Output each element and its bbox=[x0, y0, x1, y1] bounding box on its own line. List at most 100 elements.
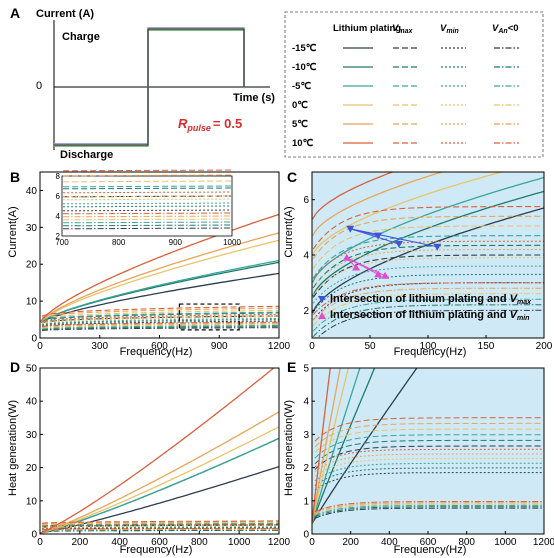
x-tick-label: 1000 bbox=[228, 537, 251, 548]
y-tick-label: 2 bbox=[303, 306, 309, 317]
vmax-line-0 bbox=[41, 524, 279, 528]
vmin-line-0 bbox=[314, 472, 544, 491]
inset-van-0 bbox=[63, 227, 231, 230]
inset-vmin-5 bbox=[63, 191, 231, 194]
vmin-line-2 bbox=[41, 526, 279, 529]
panel-letter-b: B bbox=[10, 169, 20, 185]
plating-line-3 bbox=[312, 368, 350, 524]
x-tick-label: 800 bbox=[191, 537, 208, 548]
panel-b: B Current(A) Frequency(Hz) 0 300 600 900 120… bbox=[7, 169, 291, 358]
vmin-line-5 bbox=[314, 448, 544, 468]
panel-b-xlabel: Frequency(Hz) bbox=[120, 346, 193, 358]
annotation-label: Intersection of lithium plating and Vmin bbox=[330, 309, 529, 322]
chart-e: 0 200 400 600 800 1000 1200 0 1 2 3 4 5 bbox=[303, 364, 554, 549]
panel-letter-d: D bbox=[10, 359, 20, 375]
vmax-intersection-marker bbox=[433, 243, 442, 251]
plating-line-0 bbox=[312, 368, 418, 524]
vmax-intersection-marker bbox=[395, 240, 403, 248]
vmin-line-2 bbox=[314, 462, 544, 482]
y-tick-label: 5 bbox=[303, 364, 309, 375]
legend-row-label: -5℃ bbox=[292, 81, 311, 92]
plating-line-4 bbox=[40, 232, 279, 322]
panel-a-charge-label: Charge bbox=[62, 31, 100, 43]
van-line-2 bbox=[314, 504, 544, 517]
vmin-line-1 bbox=[314, 467, 544, 486]
inset-van-3 bbox=[63, 218, 231, 221]
van-line-0 bbox=[316, 309, 544, 338]
x-tick-label: 800 bbox=[458, 537, 475, 548]
vmax-line-4 bbox=[314, 422, 544, 448]
inset-y-tick-label: 6 bbox=[56, 192, 61, 201]
inset-vmax-1 bbox=[63, 187, 231, 190]
inset-vmin-0 bbox=[63, 209, 231, 212]
panel-a-xlabel: Time (s) bbox=[233, 92, 275, 104]
van-line-3 bbox=[314, 503, 544, 515]
van-line-2 bbox=[312, 298, 544, 332]
annotation-label: Intersection of lithium plating and Vmax bbox=[330, 293, 532, 306]
panel-e: E Heat generation(W) Frequency(Hz) 0 200 4… bbox=[283, 359, 554, 556]
plating-line-2 bbox=[40, 259, 279, 323]
x-tick-label: 400 bbox=[111, 537, 128, 548]
vmax-line-1 bbox=[314, 439, 544, 465]
plating-line-4 bbox=[312, 368, 341, 523]
plating-line-3 bbox=[312, 172, 505, 256]
y-tick-label: 6 bbox=[303, 195, 309, 206]
panel-e-ylabel: Heat generation(W) bbox=[283, 400, 295, 496]
van-line-0 bbox=[41, 327, 279, 332]
inset-vmin-3 bbox=[63, 198, 231, 201]
x-tick-label: 600 bbox=[151, 537, 168, 548]
x-tick-label: 1000 bbox=[494, 537, 517, 548]
inset-vmin-1 bbox=[63, 205, 231, 208]
vmax-line-2 bbox=[314, 434, 544, 459]
x-tick-label: 200 bbox=[71, 537, 88, 548]
vmax-line-2 bbox=[312, 235, 544, 279]
panel-e-xlabel: Frequency(Hz) bbox=[394, 544, 467, 556]
vmin-line-4 bbox=[312, 249, 544, 288]
plot-lines bbox=[312, 368, 544, 524]
vmin-intersection-marker bbox=[352, 263, 361, 271]
inset-chart: 700 800 900 1000 2 4 6 8 bbox=[55, 169, 241, 247]
vmin-line-1 bbox=[312, 273, 544, 312]
legend-header-vmax: Vmax bbox=[392, 23, 413, 35]
legend-rows: -15℃ -10℃ -5℃ 0℃ 5℃ 10℃ bbox=[292, 43, 519, 149]
plating-line-5 bbox=[312, 172, 395, 220]
vmax-intersection-marker bbox=[374, 232, 383, 240]
vmin-line-2 bbox=[41, 317, 279, 326]
chart-d: 0 200 400 600 800 1000 1200 0 10 20 30 40 50 bbox=[26, 364, 291, 549]
vmax-line-3 bbox=[312, 225, 544, 269]
vmin-line-2 bbox=[312, 265, 544, 304]
panel-letter-c: C bbox=[287, 169, 297, 185]
legend-row-label: 0℃ bbox=[292, 100, 308, 111]
plating-line-5 bbox=[40, 213, 279, 322]
x-tick-label: 200 bbox=[342, 537, 359, 548]
vmax-line-3 bbox=[41, 522, 279, 526]
pulse-waveform bbox=[54, 27, 245, 147]
x-tick-label: 900 bbox=[211, 341, 228, 352]
y-tick-label: 40 bbox=[26, 186, 38, 197]
vmin-line-1 bbox=[41, 319, 279, 326]
van-line-5 bbox=[312, 282, 544, 315]
vmax-connector bbox=[350, 228, 438, 248]
inset-van-2 bbox=[63, 221, 231, 224]
chart-b: 0 300 600 900 1200 0 10 20 30 40 700 800 900 1000 2 4 6 8 bbox=[26, 169, 291, 352]
vmin-intersection-marker bbox=[374, 270, 383, 278]
x-tick-label: 0 bbox=[37, 537, 43, 548]
vmax-line-3 bbox=[314, 428, 544, 453]
y-tick-label: 0 bbox=[303, 530, 309, 541]
plating-line-4 bbox=[40, 411, 279, 534]
x-tick-label: 300 bbox=[91, 341, 108, 352]
legend-row-label: 5℃ bbox=[292, 119, 308, 130]
legend-row-label: -15℃ bbox=[292, 43, 317, 54]
x-tick-label: 1200 bbox=[268, 341, 291, 352]
inset-vmin-2 bbox=[63, 202, 231, 205]
plot-background bbox=[312, 368, 544, 534]
y-tick-label: 40 bbox=[26, 397, 38, 408]
legend-header-plating: Lithium plating bbox=[333, 23, 401, 34]
plating-line-1 bbox=[312, 368, 376, 524]
x-tick-label: 50 bbox=[364, 341, 376, 352]
panel-d: D Heat generation(W) Frequency(Hz) 0 200 4… bbox=[7, 359, 291, 556]
panel-c-xlabel: Frequency(Hz) bbox=[394, 346, 467, 358]
panel-d-xlabel: Frequency(Hz) bbox=[120, 544, 193, 556]
inset-vmax-4 bbox=[63, 174, 231, 177]
vmax-line-5 bbox=[41, 520, 279, 524]
